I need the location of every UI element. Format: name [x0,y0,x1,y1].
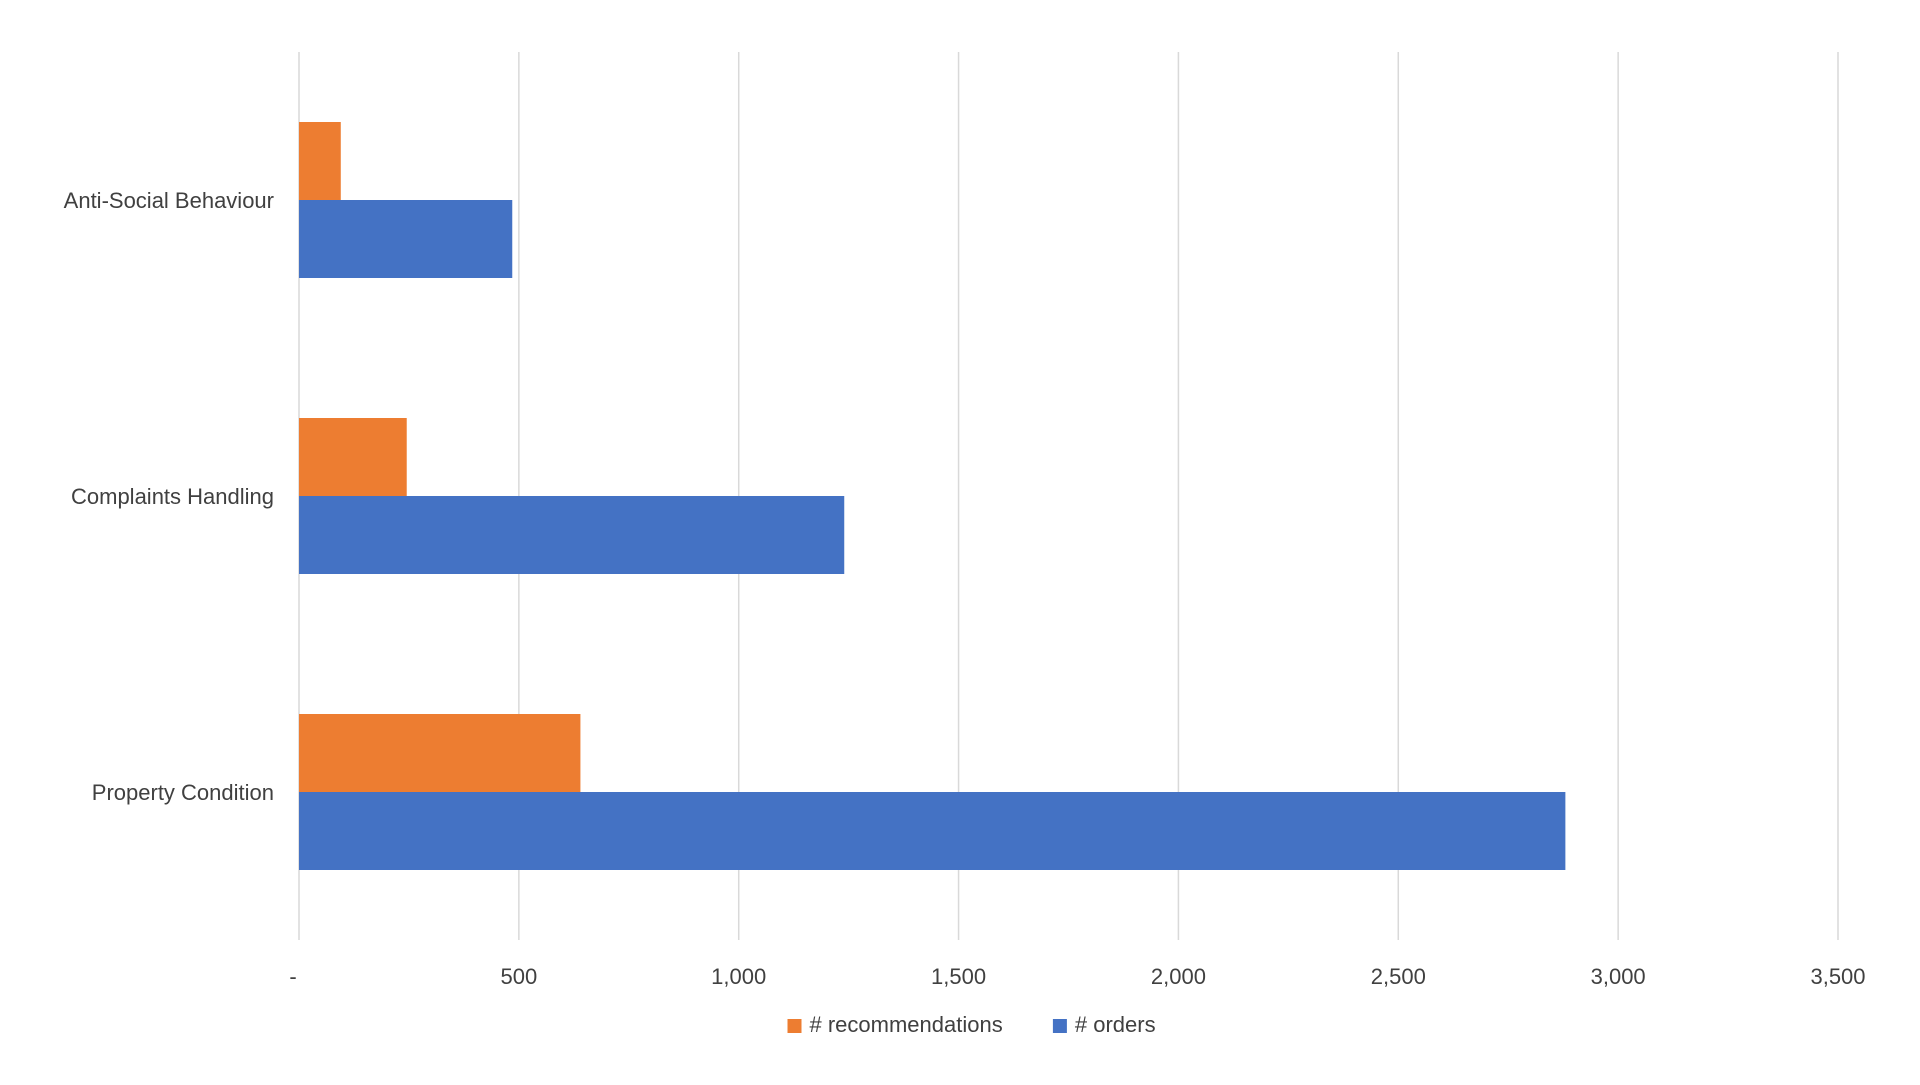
category-label-1: Complaints Handling [71,484,274,509]
x-tick-label-0: - [289,964,296,989]
legend-swatch-1 [1052,1019,1067,1033]
bar-orders-0 [299,200,513,278]
x-tick-label-2: 1,000 [711,964,766,989]
x-tick-label-7: 3,500 [1810,964,1865,989]
bar-orders-1 [299,496,845,574]
bar-recommendations-2 [299,714,581,792]
legend-label-1: # orders [1075,1012,1156,1037]
legend-swatch-0 [787,1019,802,1033]
x-tick-label-3: 1,500 [931,964,986,989]
x-tick-label-1: 500 [500,964,537,989]
category-labels: Anti-Social Behaviour Complaints Handling… [64,188,274,805]
bars [299,122,1566,870]
legend-label-0: # recommendations [810,1012,1003,1037]
bar-recommendations-1 [299,418,407,496]
x-tick-label-5: 2,500 [1371,964,1426,989]
legend: # recommendations # orders [787,1012,1156,1037]
x-tick-label-6: 3,000 [1591,964,1646,989]
category-label-0: Anti-Social Behaviour [64,188,274,213]
x-tick-labels: - 500 1,000 1,500 2,000 2,500 3,000 3,500 [289,964,1865,989]
bar-orders-2 [299,792,1566,870]
category-label-2: Property Condition [92,780,274,805]
bar-recommendations-0 [299,122,341,200]
x-tick-label-4: 2,000 [1151,964,1206,989]
